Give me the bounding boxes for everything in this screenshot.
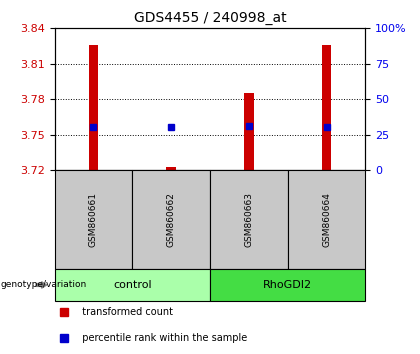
Bar <box>55 170 132 269</box>
Bar <box>55 269 210 301</box>
Text: GSM860661: GSM860661 <box>89 192 98 247</box>
Bar <box>288 170 365 269</box>
Text: genotype/variation: genotype/variation <box>0 280 87 290</box>
Bar <box>210 170 288 269</box>
Title: GDS4455 / 240998_at: GDS4455 / 240998_at <box>134 11 286 24</box>
Bar <box>89 45 98 170</box>
Text: transformed count: transformed count <box>76 307 173 318</box>
Text: GSM860664: GSM860664 <box>322 192 331 247</box>
Text: percentile rank within the sample: percentile rank within the sample <box>76 333 248 343</box>
Text: control: control <box>113 280 152 290</box>
Bar <box>244 93 254 170</box>
Bar <box>166 167 176 170</box>
Text: GSM860662: GSM860662 <box>167 192 176 247</box>
Bar <box>132 170 210 269</box>
Text: GSM860663: GSM860663 <box>244 192 253 247</box>
Bar <box>210 269 365 301</box>
Bar <box>322 45 331 170</box>
Text: RhoGDI2: RhoGDI2 <box>263 280 312 290</box>
